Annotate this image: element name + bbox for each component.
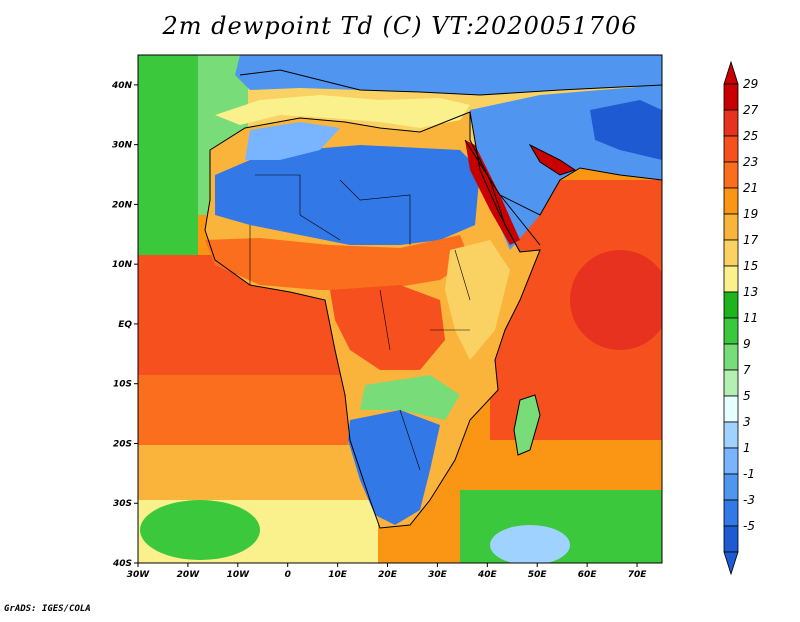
lon-tick-label: 60E (578, 570, 598, 580)
field-persian-gulf (530, 145, 575, 175)
lat-tick-label: 40S (112, 559, 132, 569)
dewpoint-field (138, 55, 662, 563)
colorbar-label: 17 (743, 233, 759, 247)
colorbar-swatch (723, 317, 739, 345)
lon-tick-label: 30E (428, 570, 448, 580)
colorbar-swatch (723, 343, 739, 371)
field-atlantic-west (138, 55, 198, 285)
colorbar-label: 13 (743, 285, 758, 299)
madagascar-coast (513, 394, 541, 456)
lon-tick-label: 20W (177, 570, 201, 580)
colorbar: 29 27 25 23 21 19 17 15 13 11 9 7 5 3 1 -1 -3 -5 (723, 60, 759, 576)
colorbar-swatch (723, 135, 739, 163)
colorbar-swatch (723, 369, 739, 397)
colorbar-swatch (723, 109, 739, 137)
colorbar-swatch (723, 447, 739, 475)
lon-tick-label: 70E (628, 570, 648, 580)
longitude-axis: 30W 20W 10W 0 10E 20E 30E 40E 50E 60E 70E (127, 563, 647, 580)
colorbar-top-arrow (723, 60, 739, 85)
map-title: 2m dewpoint Td (C) VT:2020051706 (162, 12, 638, 40)
lon-tick-label: 50E (528, 570, 548, 580)
field-sahel (205, 235, 470, 290)
colorbar-label: -3 (743, 493, 755, 507)
colorbar-swatch (723, 239, 739, 267)
colorbar-label: -1 (743, 467, 755, 481)
lon-tick-label: 0 (285, 570, 291, 580)
lat-tick-label: 20S (113, 439, 132, 449)
field-south-atlantic-warm (138, 375, 348, 445)
land-madagascar (514, 395, 540, 455)
field-sw-green (140, 500, 260, 560)
field-central-africa (330, 285, 445, 370)
europe-coast (239, 69, 662, 96)
lat-tick-label: 10N (112, 260, 133, 270)
colorbar-swatch (723, 421, 739, 449)
colorbar-swatch (723, 161, 739, 189)
field-mediterranean (215, 95, 470, 128)
lon-tick-label: 10E (328, 570, 348, 580)
field-indian-warm (570, 250, 662, 350)
colorbar-swatch (723, 187, 739, 215)
colorbar-swatch (723, 499, 739, 527)
colorbar-swatch (723, 525, 739, 553)
lat-tick-label: 20N (112, 200, 133, 210)
lon-tick-label: 20E (378, 570, 398, 580)
lon-tick-label: 40E (477, 570, 498, 580)
colorbar-swatch (723, 265, 739, 293)
country-borders (249, 174, 471, 471)
colorbar-label: 9 (743, 337, 751, 351)
colorbar-swatch (723, 291, 739, 319)
grads-credit: GrADS: IGES/COLA (4, 604, 91, 614)
colorbar-label: 3 (743, 415, 751, 429)
lat-tick-label: 10S (113, 380, 132, 390)
coastlines (204, 69, 662, 529)
latitude-axis: 40N 30N 20N 10N EQ 10S 20S 30S 40S (111, 81, 138, 569)
colorbar-label: 15 (743, 259, 758, 273)
lon-tick-label: 10W (227, 570, 251, 580)
colorbar-label: 21 (743, 181, 758, 195)
lat-tick-label: EQ (118, 320, 132, 330)
map-frame (137, 54, 663, 564)
colorbar-label: 1 (743, 441, 751, 455)
lat-tick-label: 40N (111, 81, 133, 91)
colorbar-label: 5 (743, 389, 751, 403)
colorbar-label: 7 (743, 363, 751, 377)
field-southern-cool (490, 525, 570, 563)
colorbar-label: 27 (743, 103, 759, 117)
colorbar-swatch (723, 473, 739, 501)
field-southern-africa-dry (348, 410, 440, 525)
colorbar-label: 29 (743, 77, 758, 91)
lon-tick-label: 30W (127, 570, 151, 580)
field-southern-africa-green (360, 375, 460, 420)
colorbar-swatch (723, 395, 739, 423)
field-sahara-dry (215, 145, 480, 245)
colorbar-label: 25 (743, 129, 758, 143)
persian-gulf-coast (528, 143, 577, 176)
colorbar-swatch (723, 83, 739, 111)
colorbar-label: 11 (743, 311, 758, 325)
field-persia-dry (590, 100, 662, 160)
lat-tick-label: 30N (112, 141, 133, 151)
africa-coastline (204, 111, 541, 529)
colorbar-swatch (723, 213, 739, 241)
field-red-sea (465, 140, 520, 245)
colorbar-bottom-arrow (723, 551, 739, 576)
colorbar-label: 23 (743, 155, 758, 169)
field-sahara-light (245, 122, 340, 160)
colorbar-label: -5 (743, 519, 755, 533)
lat-tick-label: 30S (113, 499, 132, 509)
colorbar-label: 19 (743, 207, 758, 221)
arabia-coast (499, 167, 662, 216)
